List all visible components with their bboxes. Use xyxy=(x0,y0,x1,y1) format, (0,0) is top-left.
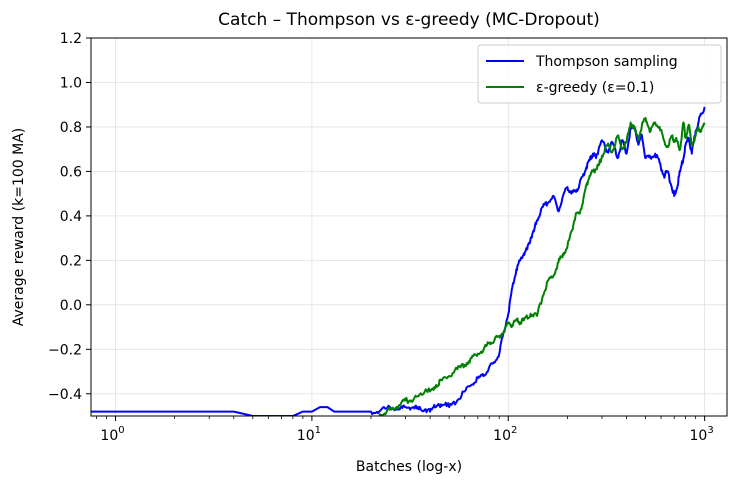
x-tick-label: 101 xyxy=(297,425,321,444)
legend: Thompson sampling ε-greedy (ε=0.1) xyxy=(477,44,722,104)
legend-box xyxy=(477,44,722,104)
y-axis-label: Average reward (k=100 MA) xyxy=(11,128,27,326)
x-tick-label: 103 xyxy=(690,425,714,444)
x-tick-label: 100 xyxy=(100,425,124,444)
axis-ticks: −0.4 −0.2 0.0 0.2 0.4 0.6 0.8 1.0 1.2 100 101 102 10… xyxy=(48,31,714,444)
series-line-0 xyxy=(91,106,706,416)
y-tick-label: 0.8 xyxy=(60,120,82,136)
y-tick-label: 0.2 xyxy=(60,253,82,269)
chart-title: Catch – Thompson vs ε-greedy (MC-Dropout… xyxy=(218,10,600,30)
plot-frame xyxy=(90,37,728,417)
x-axis-label: Batches (log-x) xyxy=(356,459,462,475)
legend-label-thompson: Thompson sampling xyxy=(535,54,678,70)
y-tick-label: 1.0 xyxy=(60,75,82,91)
legend-label-epsilon-greedy: ε-greedy (ε=0.1) xyxy=(536,80,654,96)
y-tick-label: 1.2 xyxy=(60,31,82,47)
y-tick-label: 0.4 xyxy=(60,209,82,225)
series-line-1 xyxy=(378,117,706,416)
y-tick-label: −0.4 xyxy=(48,387,82,403)
y-tick-label: 0.0 xyxy=(60,298,82,314)
series-lines xyxy=(91,106,706,416)
y-tick-label: −0.2 xyxy=(48,342,82,358)
x-tick-label: 102 xyxy=(493,425,517,444)
y-tick-label: 0.6 xyxy=(60,164,82,180)
